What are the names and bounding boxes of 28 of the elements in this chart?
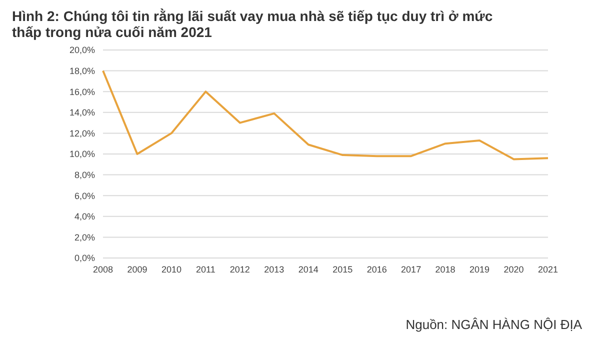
x-tick-label: 2013 [264,264,284,274]
y-tick-label: 18,0% [69,66,95,76]
line-series [102,70,549,160]
x-tick-label: 2016 [366,264,387,274]
y-tick-label: 4,0% [74,212,95,222]
x-tick-label: 2017 [401,264,422,274]
x-tick-label: 2009 [127,264,148,274]
x-tick-label: 2020 [504,264,524,274]
y-tick-label: 6,0% [74,190,95,201]
chart-title: Hình 2: Chúng tôi tin rằng lãi suất vay mua nhà sẽ tiếp tục duy trì ở mức thấp trong nửa cuối năm 2021 [11,8,494,40]
y-tick-label: 20,0% [69,45,95,56]
text: Nguồn: NGÂN HÀNG NỘI ĐỊA [406,317,582,332]
x-tick-label: 2019 [470,264,490,274]
x-tick-label: 2011 [196,264,216,274]
x-tick-label: 2021 [538,264,558,274]
x-tick-label: 2010 [161,264,182,274]
y-tick-label: 12,0% [69,128,95,138]
x-tick-label: 2014 [298,264,318,274]
y-tick-label: 0,0% [74,253,95,264]
x-tick-label: 2015 [332,264,353,274]
x-tick-label: 2012 [230,264,250,274]
y-tick-label: 14,0% [69,108,95,118]
y-tick-label: 2,0% [74,232,95,242]
x-tick-label: 2018 [435,264,456,274]
y-tick-label: 10,0% [69,149,95,160]
y-tick-label: 16,0% [69,86,95,97]
y-tick-label: 8,0% [74,170,95,180]
x-tick-label: 2008 [92,264,114,274]
